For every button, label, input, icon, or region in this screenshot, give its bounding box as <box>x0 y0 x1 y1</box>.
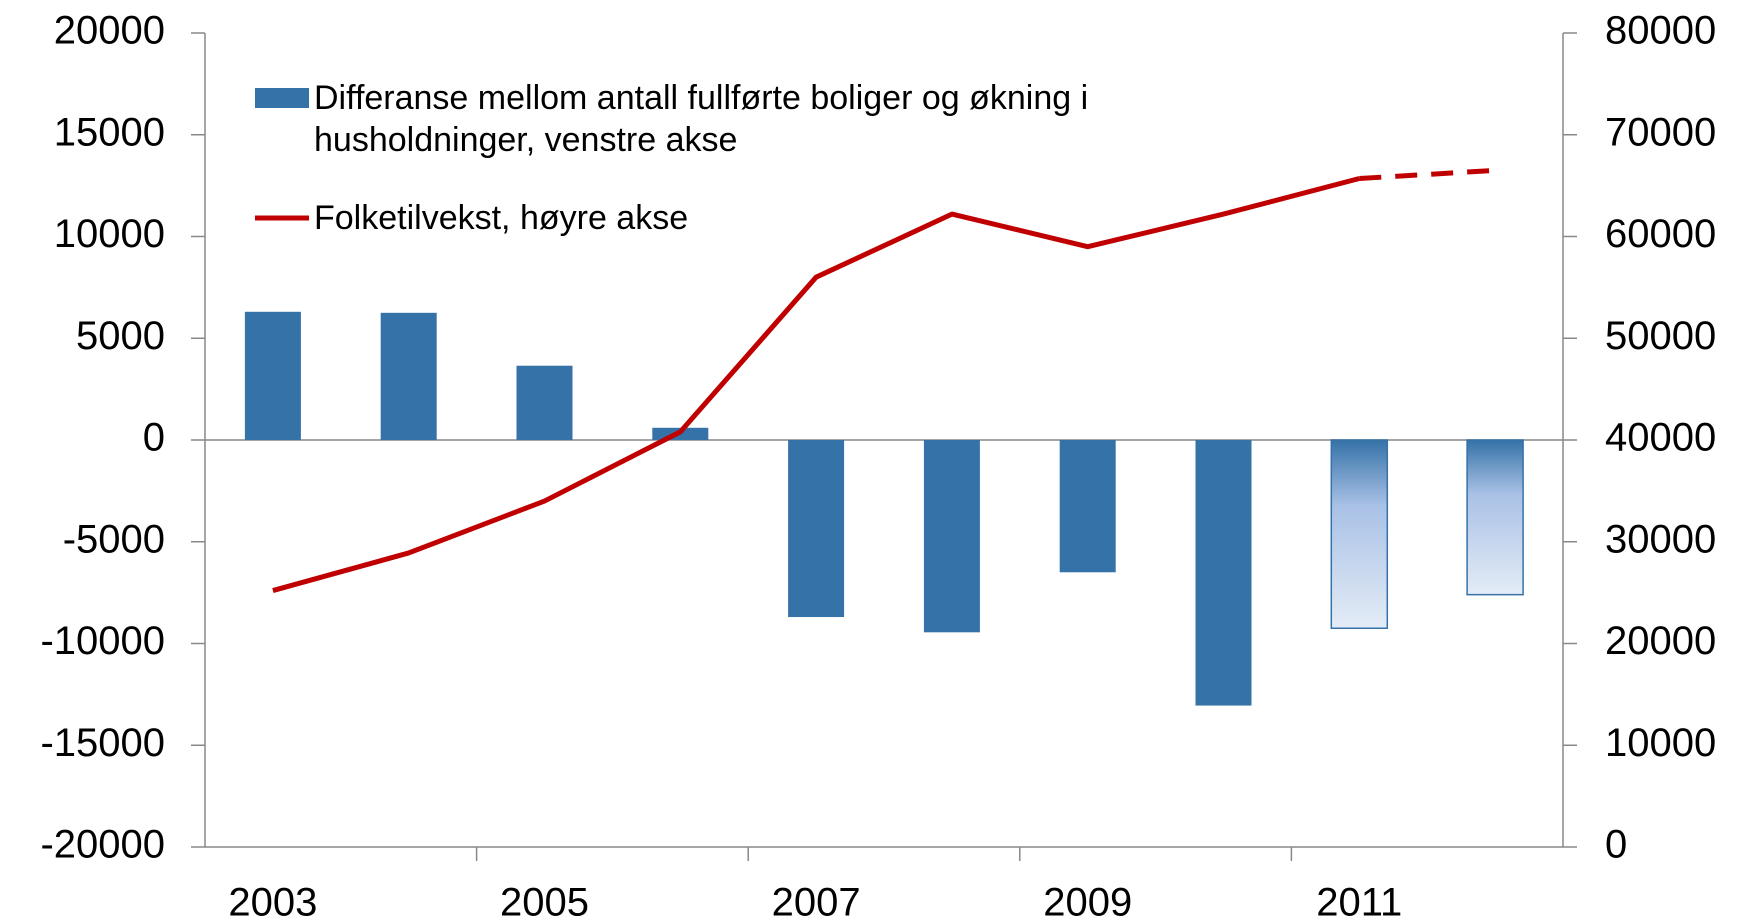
bar <box>1330 439 1389 629</box>
line <box>272 176 1360 593</box>
y2-tick-label: 30000 <box>1605 517 1716 561</box>
y2-tick-label: 20000 <box>1605 619 1716 663</box>
legend-label: Folketilvekst, høyre akse <box>314 199 689 237</box>
y-tick-label: -5000 <box>63 517 165 561</box>
bar <box>380 312 437 440</box>
y2-tick-label: 10000 <box>1605 721 1716 765</box>
x-tick-label: 2007 <box>772 881 861 924</box>
legend-swatch <box>255 88 309 108</box>
bar <box>788 440 845 618</box>
y2-tick-label: 40000 <box>1605 416 1716 460</box>
bar <box>244 311 301 440</box>
x-tick-label: 2009 <box>1043 881 1132 924</box>
y-tick-label: 10000 <box>54 212 165 256</box>
bar <box>923 440 980 633</box>
y-tick-label: -15000 <box>40 721 165 765</box>
y2-tick-label: 70000 <box>1605 110 1716 154</box>
x-tick-label: 2011 <box>1316 881 1402 924</box>
y2-tick-label: 60000 <box>1605 212 1716 256</box>
y-tick-label: -20000 <box>40 823 165 867</box>
bar <box>1195 440 1252 706</box>
x-tick-label: 2005 <box>500 881 589 924</box>
bar <box>1059 440 1116 573</box>
y2-tick-label: 0 <box>1605 823 1627 867</box>
y2-tick-label: 50000 <box>1605 314 1716 358</box>
y2-tick-label: 80000 <box>1605 9 1716 53</box>
bar <box>516 365 573 440</box>
y-tick-label: 15000 <box>54 110 165 154</box>
legend-label: Differanse mellom antall fullførte bolig… <box>314 79 1089 159</box>
y-tick-label: 20000 <box>54 9 165 53</box>
x-tick-label: 2003 <box>228 881 317 924</box>
bar <box>1466 439 1524 596</box>
line-forecast <box>1359 167 1496 181</box>
y-tick-label: 0 <box>143 416 165 460</box>
y-tick-label: -10000 <box>40 619 165 663</box>
y-tick-label: 5000 <box>76 314 165 358</box>
